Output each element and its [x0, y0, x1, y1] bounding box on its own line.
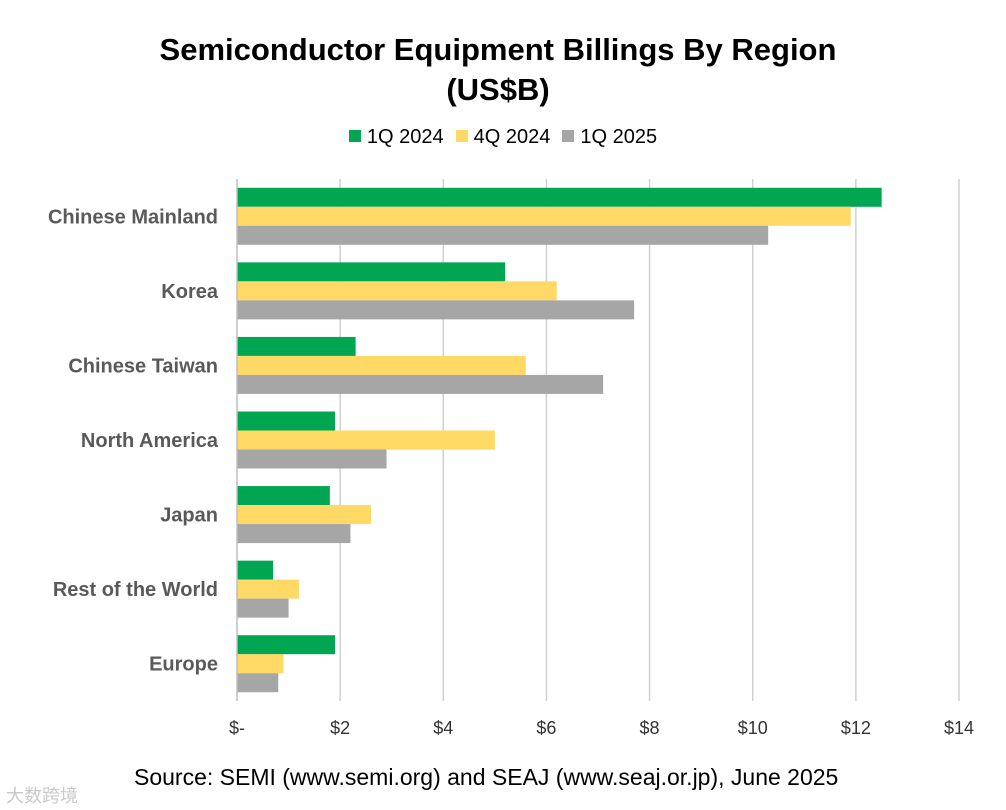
category-label: Europe	[149, 654, 218, 676]
category-label: Chinese Taiwan	[68, 355, 218, 377]
category-label: North America	[81, 430, 219, 452]
category-label: Rest of the World	[53, 579, 218, 601]
legend-item: 1Q 2025	[562, 126, 657, 149]
x-tick-label: $6	[536, 718, 556, 738]
chart-title-unit: (US$B)	[446, 72, 550, 107]
chart-title: Semiconductor Equipment Billings By Regi…	[0, 30, 996, 110]
legend-swatch	[348, 130, 361, 142]
x-tick-label: $12	[841, 718, 871, 738]
category-label: Korea	[161, 281, 219, 303]
category-label: Chinese Mainland	[48, 206, 218, 228]
bar	[237, 505, 372, 525]
category-label: Japan	[160, 505, 218, 527]
legend-item: 4Q 2024	[455, 126, 551, 149]
legend-item: 1Q 2024	[348, 126, 444, 149]
bar	[237, 281, 557, 301]
bar	[237, 560, 274, 580]
x-tick-label: $-	[229, 718, 245, 738]
x-tick-label: $8	[640, 718, 660, 738]
bar	[237, 411, 335, 431]
source-note: Source: SEMI (www.semi.org) and SEAJ (ww…	[134, 764, 839, 790]
bar	[237, 187, 882, 207]
bar	[237, 300, 635, 320]
chart-title-main: Semiconductor Equipment Billings By Regi…	[159, 32, 837, 67]
x-tick-label: $2	[330, 718, 350, 738]
bar	[237, 673, 279, 693]
legend-swatch	[455, 130, 468, 142]
bar	[237, 486, 330, 506]
bar	[237, 598, 289, 618]
bar-chart: $- $2 $4 $6 $8 $10 $12 $14 Chinese Mainland Korea…	[48, 179, 974, 738]
bar	[237, 579, 299, 599]
legend-label: 1Q 2024	[366, 126, 444, 148]
bar	[237, 374, 604, 394]
x-tick-label: $4	[433, 718, 453, 738]
bar	[237, 430, 495, 450]
legend: 1Q 2024 4Q 2024 1Q 2025	[0, 126, 1006, 149]
bar	[237, 336, 356, 356]
bar	[237, 654, 284, 674]
bar	[237, 262, 506, 282]
legend-swatch	[562, 130, 575, 142]
bar	[237, 524, 351, 544]
bar	[237, 225, 769, 245]
x-tick-label: $10	[738, 718, 768, 738]
bar	[237, 449, 387, 469]
legend-label: 4Q 2024	[473, 126, 551, 148]
legend-label: 1Q 2025	[580, 126, 658, 148]
x-tick-label: $14	[944, 718, 974, 738]
bar	[237, 355, 526, 375]
bar	[237, 206, 851, 226]
watermark: 大数跨境	[6, 786, 78, 806]
bar	[237, 635, 335, 655]
